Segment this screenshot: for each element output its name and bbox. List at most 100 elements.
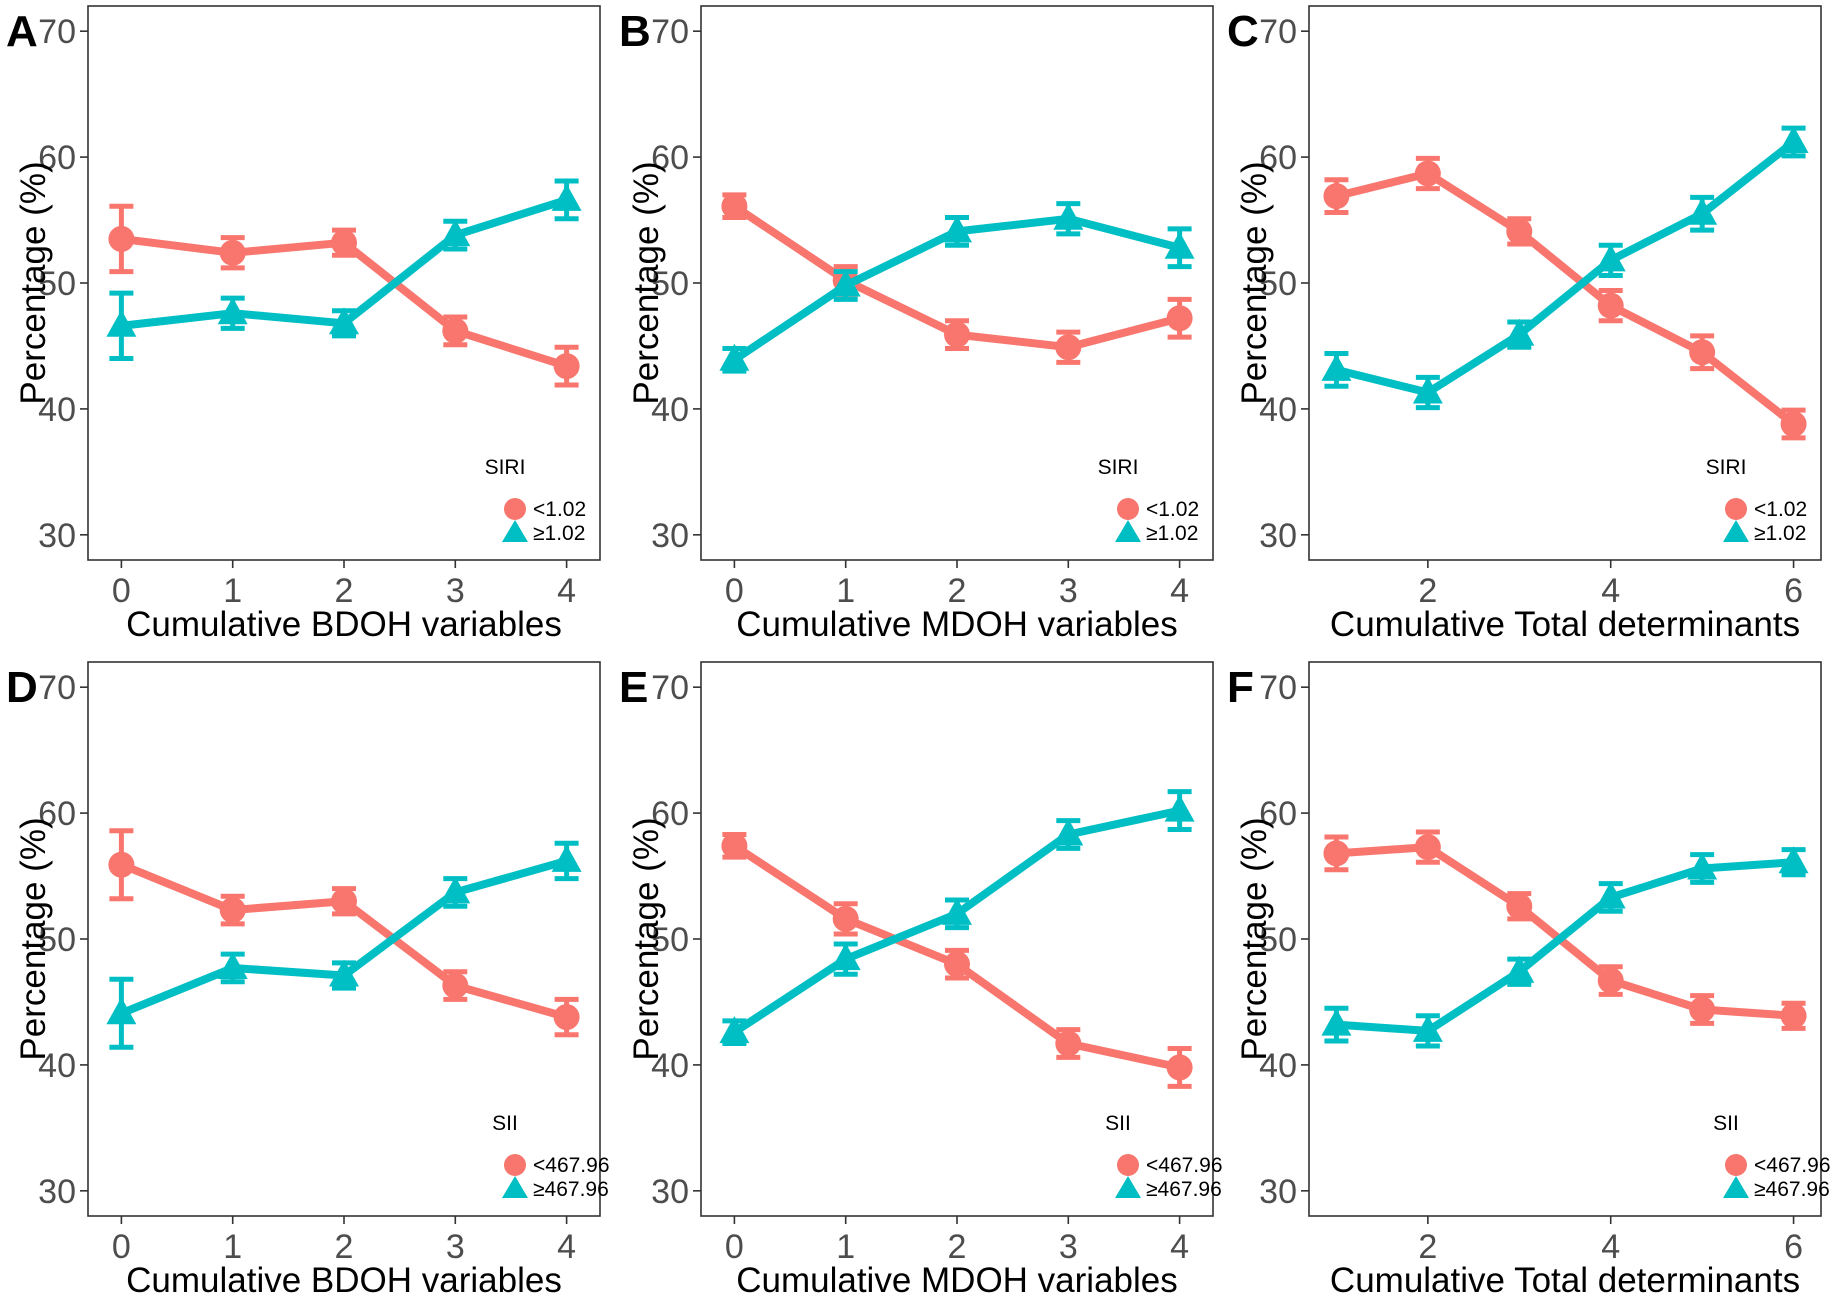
data-point — [942, 897, 972, 925]
y-tick-label: 50 — [38, 265, 76, 303]
data-point — [942, 215, 972, 243]
data-point — [944, 321, 970, 348]
y-tick-label: 70 — [1259, 669, 1297, 707]
series-line — [117, 195, 571, 330]
x-tick-label: 3 — [446, 572, 465, 610]
legend-item-high: ≥467.96 — [1723, 1176, 1830, 1201]
y-tick-label: 30 — [1259, 517, 1297, 555]
data-point — [1164, 231, 1195, 259]
legend-label: <467.96 — [1754, 1154, 1831, 1177]
plot-frame — [700, 661, 1214, 1217]
data-point — [442, 317, 469, 344]
y-axis-title: Percentage (%) — [627, 817, 666, 1060]
data-point — [1778, 125, 1809, 153]
y-tick-label: 60 — [38, 139, 76, 177]
x-axis-title: Cumulative MDOH variables — [736, 1261, 1178, 1297]
series-high — [106, 178, 582, 362]
y-tick-label: 60 — [651, 139, 689, 177]
x-tick-label: 1 — [223, 1228, 242, 1266]
data-point — [553, 1004, 580, 1031]
data-point — [1506, 893, 1533, 920]
data-point — [1595, 881, 1626, 909]
x-tick-label: 0 — [112, 572, 131, 610]
y-tick-label: 30 — [38, 517, 76, 555]
y-axis-title: Percentage (%) — [14, 161, 53, 404]
series-high — [106, 840, 582, 1050]
x-tick-label: 2 — [335, 1228, 354, 1266]
x-axis-title: Cumulative MDOH variables — [736, 605, 1178, 644]
data-point — [1166, 1054, 1193, 1081]
series-low — [108, 203, 580, 388]
panel-letter: C — [1227, 7, 1259, 56]
legend: SIRI <1.02≥1.02 — [485, 456, 587, 545]
data-point — [1323, 183, 1350, 210]
panel-letter: D — [6, 663, 38, 712]
legend-key-circle — [504, 498, 526, 520]
y-tick-label: 40 — [651, 391, 689, 429]
data-point — [1597, 292, 1624, 319]
legend-key-circle — [1725, 498, 1747, 520]
data-point — [1506, 218, 1533, 245]
legend-label: ≥1.02 — [533, 522, 585, 545]
x-tick-label: 4 — [557, 572, 576, 610]
data-point — [1055, 1030, 1082, 1057]
legend-title: SII — [492, 1112, 518, 1135]
legend: SIRI <1.02≥1.02 — [1098, 456, 1200, 545]
x-tick-label: 2 — [335, 572, 354, 610]
legend-item-low: <1.02 — [504, 498, 586, 521]
legend-key-triangle — [1115, 1176, 1141, 1198]
data-point — [1414, 834, 1441, 861]
series-high — [1321, 125, 1809, 411]
x-tick-label: 0 — [725, 572, 744, 610]
data-point — [331, 888, 357, 915]
y-axis-title: Percentage (%) — [627, 161, 666, 404]
legend-label: <467.96 — [1146, 1154, 1223, 1177]
y-tick-label: 60 — [651, 795, 689, 833]
legend: SII <467.96≥467.96 — [1105, 1112, 1222, 1201]
legend-key-triangle — [1723, 1176, 1749, 1198]
data-point — [553, 353, 580, 380]
data-point — [1055, 334, 1082, 361]
x-tick-label: 4 — [557, 1228, 576, 1266]
legend-label: ≥1.02 — [1754, 522, 1806, 545]
data-point — [219, 239, 246, 266]
y-tick-label: 40 — [651, 1047, 689, 1085]
data-point — [1412, 1014, 1443, 1042]
data-point — [1323, 840, 1350, 867]
data-point — [217, 297, 248, 325]
x-tick-label: 2 — [1418, 1228, 1437, 1266]
data-point — [719, 343, 750, 371]
legend-label: <467.96 — [533, 1154, 610, 1177]
series-line — [117, 234, 571, 371]
series-high — [719, 201, 1195, 374]
panel-letter: A — [6, 7, 38, 56]
y-tick-label: 40 — [1259, 1047, 1297, 1085]
data-point — [217, 951, 248, 979]
legend-key-circle — [1725, 1154, 1747, 1176]
y-tick-label: 50 — [651, 921, 689, 959]
data-point — [1321, 353, 1352, 381]
y-tick-label: 60 — [1259, 139, 1297, 177]
data-point — [721, 193, 748, 220]
series-line — [1332, 858, 1798, 1035]
data-point — [1412, 376, 1443, 404]
x-tick-label: 2 — [1418, 572, 1437, 610]
series-high — [1321, 846, 1809, 1049]
data-point — [551, 183, 582, 211]
x-tick-label: 0 — [112, 1228, 131, 1266]
legend-item-low: <467.96 — [504, 1154, 610, 1177]
x-tick-label: 1 — [223, 572, 242, 610]
data-point — [832, 905, 859, 932]
y-axis-title: Percentage (%) — [1235, 161, 1274, 404]
legend-item-low: <1.02 — [1117, 498, 1199, 521]
x-tick-label: 1 — [836, 572, 855, 610]
y-tick-label: 30 — [38, 1173, 76, 1211]
data-point — [106, 309, 137, 337]
x-tick-label: 4 — [1170, 1228, 1189, 1266]
data-point — [1687, 197, 1718, 225]
y-tick-label: 60 — [1259, 795, 1297, 833]
data-point — [1780, 411, 1807, 438]
